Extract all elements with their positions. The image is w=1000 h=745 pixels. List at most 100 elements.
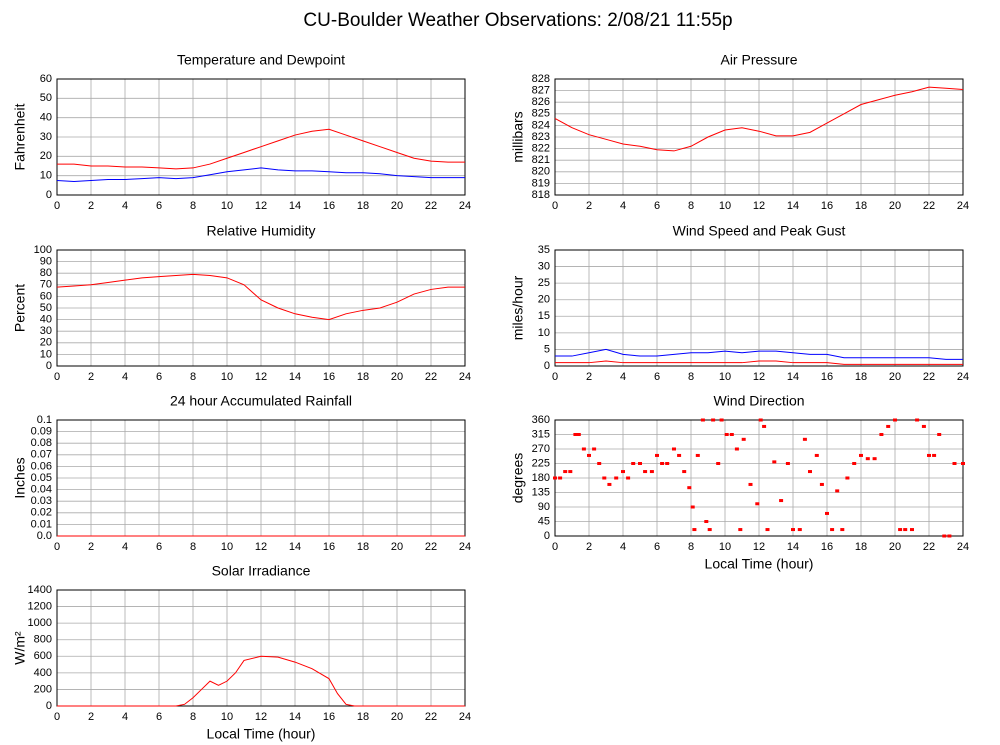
data-point [942, 534, 947, 538]
x-tick-label: 20 [391, 371, 403, 383]
y-tick-label: 360 [532, 414, 550, 426]
data-point [690, 505, 695, 509]
x-tick-label: 2 [586, 371, 592, 383]
y-tick-label: 1000 [28, 617, 52, 629]
x-tick-label: 4 [122, 541, 128, 553]
x-tick-label: 10 [719, 200, 731, 212]
data-point [638, 462, 642, 465]
data-point [937, 433, 942, 436]
x-tick-label: 22 [425, 711, 437, 723]
data-point [687, 486, 692, 490]
x-tick-label: 24 [957, 371, 969, 383]
data-point [830, 528, 835, 532]
x-tick-label: 8 [190, 541, 196, 553]
x-tick-label: 22 [425, 371, 437, 383]
data-point [682, 470, 687, 474]
data-point [568, 470, 573, 474]
y-tick-label: 30 [40, 131, 52, 143]
x-tick-label: 6 [156, 371, 162, 383]
y-tick-label: 821 [532, 154, 550, 166]
data-point [741, 437, 746, 441]
x-tick-label: 10 [719, 371, 731, 383]
x-tick-label: 16 [821, 200, 833, 212]
x-tick-label: 14 [289, 371, 301, 383]
y-tick-label: 30 [538, 260, 550, 272]
y-axis-label: degrees [510, 453, 526, 504]
x-tick-label: 12 [753, 541, 765, 553]
x-tick-label: 12 [255, 711, 267, 723]
chart-title: Solar Irradiance [212, 563, 311, 579]
x-tick-label: 2 [586, 200, 592, 212]
x-tick-label: 4 [620, 541, 626, 553]
data-point [716, 462, 721, 465]
chart-title: Wind Speed and Peak Gust [673, 223, 846, 239]
data-point [797, 528, 802, 532]
data-point [738, 528, 743, 532]
y-tick-label: 35 [538, 244, 550, 256]
data-point [758, 418, 763, 422]
x-tick-label: 0 [552, 371, 558, 383]
x-tick-label: 12 [255, 541, 267, 553]
data-point [707, 528, 712, 532]
x-tick-label: 16 [821, 541, 833, 553]
y-tick-label: 20 [40, 150, 52, 162]
data-point [734, 447, 739, 451]
data-point [785, 462, 790, 465]
data-point [825, 511, 829, 515]
data-point [814, 453, 819, 457]
y-tick-label: 60 [40, 290, 52, 302]
data-point [729, 433, 734, 436]
x-tick-label: 22 [923, 371, 935, 383]
y-tick-label: 90 [538, 501, 550, 513]
x-tick-label: 20 [391, 711, 403, 723]
data-point [655, 453, 659, 457]
x-tick-label: 14 [787, 200, 799, 212]
x-tick-label: 8 [190, 200, 196, 212]
x-tick-label: 2 [586, 541, 592, 553]
x-tick-label: 4 [620, 200, 626, 212]
y-tick-label: 400 [34, 667, 52, 679]
data-line [555, 348, 963, 360]
data-line [555, 360, 963, 365]
y-tick-label: 818 [532, 189, 550, 201]
x-tick-label: 24 [459, 371, 471, 383]
plot-frame [554, 78, 964, 196]
data-point [660, 462, 665, 465]
x-tick-label: 12 [255, 200, 267, 212]
data-point [587, 453, 591, 457]
x-tick-label: 22 [425, 541, 437, 553]
x-tick-label: 2 [88, 371, 94, 383]
x-tick-label: 6 [654, 200, 660, 212]
data-point [626, 476, 631, 480]
y-tick-label: 30 [40, 325, 52, 337]
data-point [711, 418, 716, 422]
data-point [859, 453, 863, 457]
x-tick-label: 6 [156, 711, 162, 723]
y-tick-label: 40 [40, 112, 52, 124]
data-point [695, 453, 700, 457]
y-tick-label: 180 [532, 472, 550, 484]
y-tick-label: 820 [532, 166, 550, 178]
data-point [947, 534, 952, 538]
x-tick-label: 0 [552, 200, 558, 212]
y-tick-label: 70 [40, 279, 52, 291]
data-point [852, 462, 857, 465]
data-point [592, 447, 597, 451]
y-tick-label: 80 [40, 267, 52, 279]
data-point [886, 424, 891, 428]
data-point [921, 424, 926, 428]
x-tick-label: 18 [357, 200, 369, 212]
x-tick-label: 24 [957, 541, 969, 553]
y-tick-label: 827 [532, 85, 550, 97]
y-tick-label: 0 [46, 189, 52, 201]
y-tick-label: 1200 [28, 600, 52, 612]
x-tick-label: 22 [425, 200, 437, 212]
x-tick-label: 8 [190, 371, 196, 383]
data-point [903, 528, 908, 532]
y-tick-label: 315 [532, 428, 550, 440]
x-tick-label: 6 [156, 200, 162, 212]
x-tick-label: 6 [654, 541, 660, 553]
x-tick-label: 18 [855, 541, 867, 553]
data-point [621, 470, 625, 474]
